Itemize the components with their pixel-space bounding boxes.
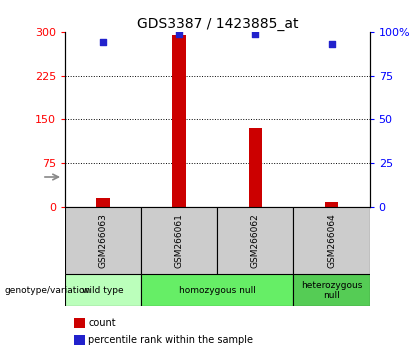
Point — [252, 31, 259, 36]
Bar — [141, 207, 218, 274]
Bar — [294, 274, 370, 306]
Bar — [294, 207, 370, 274]
Point — [100, 40, 107, 45]
Bar — [325, 202, 339, 207]
Text: heterozygous
null: heterozygous null — [301, 281, 362, 300]
Text: GSM266061: GSM266061 — [175, 213, 184, 268]
Bar — [218, 207, 294, 274]
Text: count: count — [88, 318, 116, 328]
Bar — [65, 274, 141, 306]
Text: wild type: wild type — [82, 286, 124, 295]
Text: genotype/variation: genotype/variation — [4, 286, 90, 295]
Bar — [141, 274, 294, 306]
Text: percentile rank within the sample: percentile rank within the sample — [88, 335, 253, 345]
Title: GDS3387 / 1423885_at: GDS3387 / 1423885_at — [136, 17, 298, 31]
Text: GSM266063: GSM266063 — [99, 213, 108, 268]
Bar — [96, 198, 110, 207]
Bar — [249, 128, 262, 207]
Point — [176, 31, 183, 36]
Bar — [65, 207, 141, 274]
Text: homozygous null: homozygous null — [179, 286, 256, 295]
Text: GSM266062: GSM266062 — [251, 213, 260, 268]
Point — [328, 41, 335, 47]
Bar — [173, 35, 186, 207]
Text: GSM266064: GSM266064 — [327, 213, 336, 268]
